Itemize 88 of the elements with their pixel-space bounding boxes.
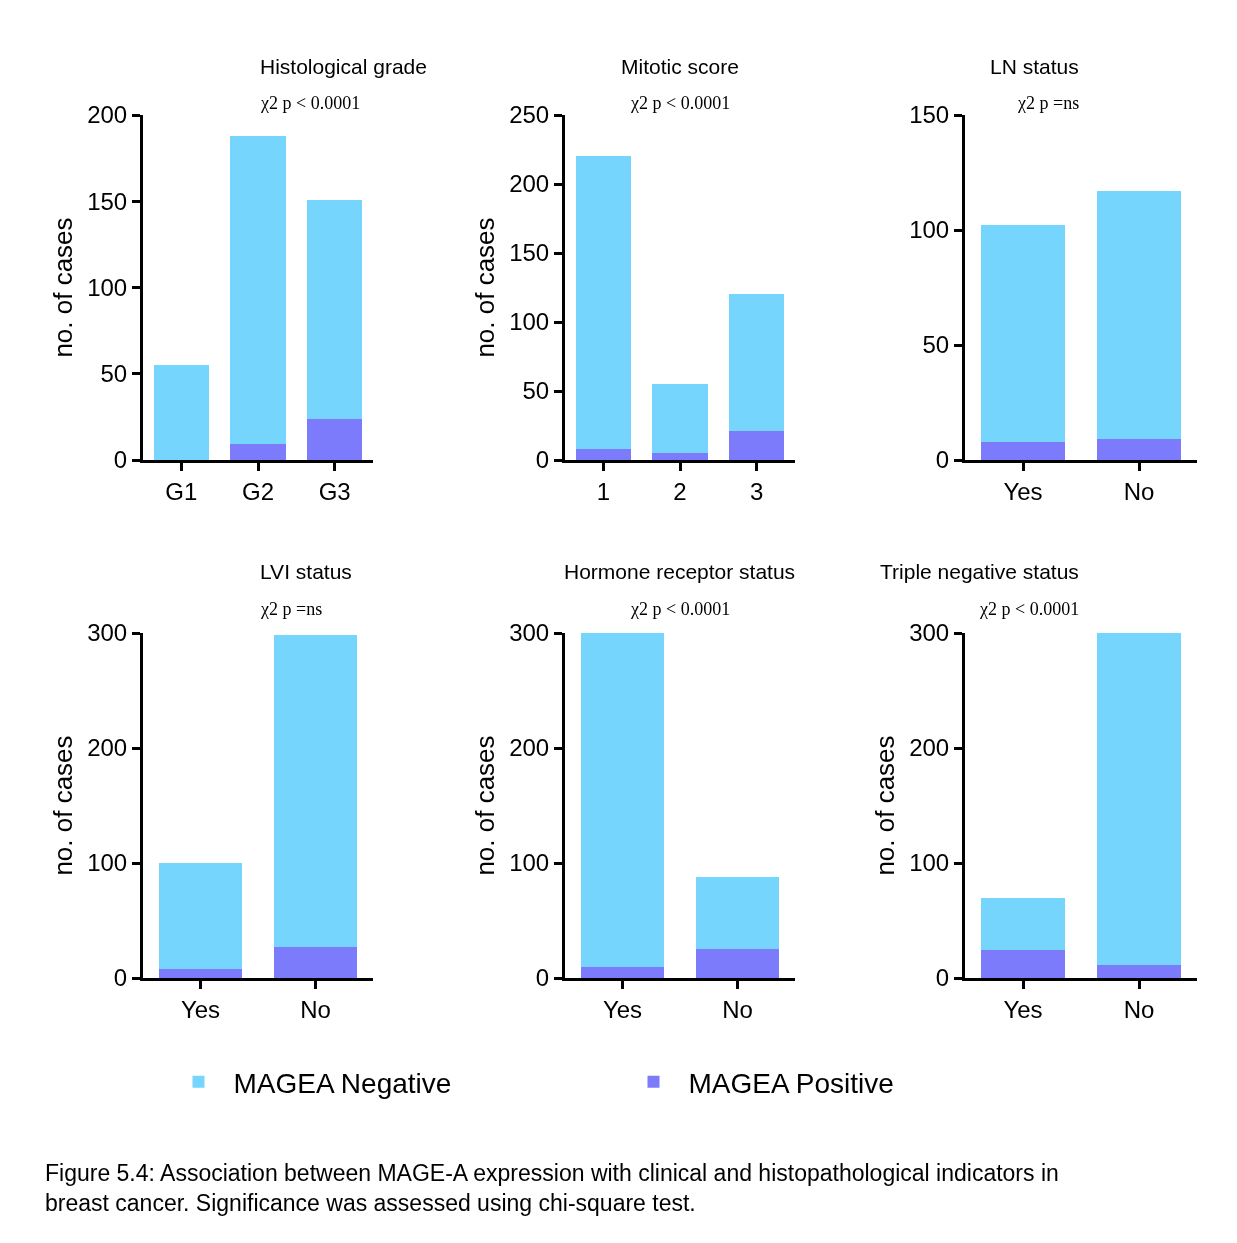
chart-subtitle: χ2 p < 0.0001 bbox=[979, 599, 1080, 619]
x-tick-label: No bbox=[1123, 477, 1155, 505]
y-tick-label: 100 bbox=[87, 849, 128, 877]
x-tick-label: G3 bbox=[318, 477, 351, 505]
y-tick-label: 0 bbox=[113, 964, 128, 992]
y-tick-label: 50 bbox=[922, 331, 950, 359]
y-tick-label: 100 bbox=[509, 849, 550, 877]
y-tick-label: 150 bbox=[509, 239, 550, 267]
bar bbox=[1097, 190, 1181, 440]
bar bbox=[581, 633, 664, 967]
bar bbox=[153, 365, 209, 460]
y-tick-label: 50 bbox=[522, 377, 550, 405]
y-tick-label: 250 bbox=[509, 101, 550, 129]
y-tick-label: 150 bbox=[87, 187, 128, 215]
y-tick-label: 0 bbox=[935, 446, 950, 474]
x-tick-label: Yes bbox=[180, 995, 221, 1023]
bar bbox=[274, 946, 357, 978]
y-tick-label: 300 bbox=[509, 619, 550, 647]
bar bbox=[159, 863, 242, 969]
bar bbox=[230, 444, 286, 460]
x-tick-label: G2 bbox=[241, 477, 275, 505]
chart-title: Mitotic score bbox=[621, 55, 739, 78]
y-tick-label: 0 bbox=[113, 446, 128, 474]
bar bbox=[652, 453, 708, 460]
x-tick-label: Yes bbox=[1003, 477, 1043, 505]
y-tick-label: 200 bbox=[87, 101, 128, 129]
y-tick-label: 0 bbox=[935, 964, 950, 992]
y-tick-label: 200 bbox=[509, 734, 550, 762]
y-axis-title: no. of cases bbox=[469, 217, 500, 358]
chart-subtitle: χ2 p < 0.0001 bbox=[630, 599, 731, 619]
bar bbox=[1097, 965, 1181, 978]
y-tick-label: 150 bbox=[909, 101, 950, 129]
x-tick-label: Yes bbox=[1003, 995, 1043, 1023]
bar bbox=[729, 294, 785, 432]
y-tick-label: 200 bbox=[509, 170, 550, 198]
bar bbox=[696, 876, 779, 950]
bar bbox=[1097, 439, 1181, 460]
y-tick-label: 200 bbox=[87, 734, 128, 762]
y-tick-label: 0 bbox=[535, 446, 550, 474]
x-tick-label: Yes bbox=[602, 995, 643, 1023]
bar bbox=[652, 384, 708, 454]
chart-subtitle: χ2 p < 0.0001 bbox=[260, 93, 361, 113]
legend-label: MAGEA Positive bbox=[688, 1067, 894, 1099]
bar bbox=[1097, 633, 1181, 966]
y-tick-label: 300 bbox=[87, 619, 128, 647]
y-axis-title: no. of cases bbox=[469, 735, 500, 876]
caption: Figure 5.4: Association between MAGE-A expression with clinical and histopathological indicators in breast cancer. Significance was assessed using chi-square test. bbox=[45, 1160, 1059, 1216]
bar bbox=[575, 156, 631, 449]
y-tick-label: 0 bbox=[535, 964, 550, 992]
bar bbox=[981, 441, 1065, 460]
bar bbox=[981, 897, 1065, 951]
bar bbox=[274, 635, 357, 947]
legend-label: MAGEA Negative bbox=[233, 1067, 452, 1099]
bar bbox=[729, 431, 785, 460]
chart-title: Triple negative status bbox=[880, 560, 1079, 583]
x-tick-label: No bbox=[722, 995, 753, 1023]
bar bbox=[575, 448, 631, 460]
x-tick-label: 2 bbox=[673, 477, 687, 505]
bar bbox=[307, 418, 363, 460]
x-tick-label: G1 bbox=[165, 477, 198, 505]
chart-subtitle: χ2 p =ns bbox=[260, 599, 323, 619]
y-tick-label: 300 bbox=[909, 619, 950, 647]
y-axis-title: no. of cases bbox=[869, 735, 900, 876]
bar bbox=[981, 950, 1065, 978]
x-tick-label: No bbox=[300, 995, 331, 1023]
y-axis-title: no. of cases bbox=[47, 217, 78, 358]
bar bbox=[696, 949, 779, 978]
y-axis-title: no. of cases bbox=[47, 735, 78, 876]
bar bbox=[581, 966, 664, 978]
bar bbox=[230, 135, 286, 445]
bar bbox=[981, 225, 1065, 442]
chart-title: LN status bbox=[990, 55, 1079, 78]
chart-title: Hormone receptor status bbox=[564, 560, 796, 583]
x-tick-label: No bbox=[1123, 995, 1155, 1023]
chart-title: Histological grade bbox=[260, 55, 427, 78]
chart-subtitle: χ2 p < 0.0001 bbox=[630, 93, 731, 113]
y-tick-label: 200 bbox=[909, 734, 950, 762]
bar bbox=[307, 199, 363, 419]
y-tick-label: 100 bbox=[909, 216, 950, 244]
y-tick-label: 100 bbox=[909, 849, 950, 877]
y-tick-label: 50 bbox=[100, 360, 128, 388]
x-tick-label: 3 bbox=[749, 477, 764, 505]
y-tick-label: 100 bbox=[87, 273, 128, 301]
chart-title: LVI status bbox=[260, 560, 352, 583]
x-tick-label: 1 bbox=[596, 477, 611, 505]
chart-subtitle: χ2 p =ns bbox=[1017, 93, 1080, 113]
bar bbox=[159, 968, 242, 978]
y-tick-label: 100 bbox=[509, 308, 550, 336]
